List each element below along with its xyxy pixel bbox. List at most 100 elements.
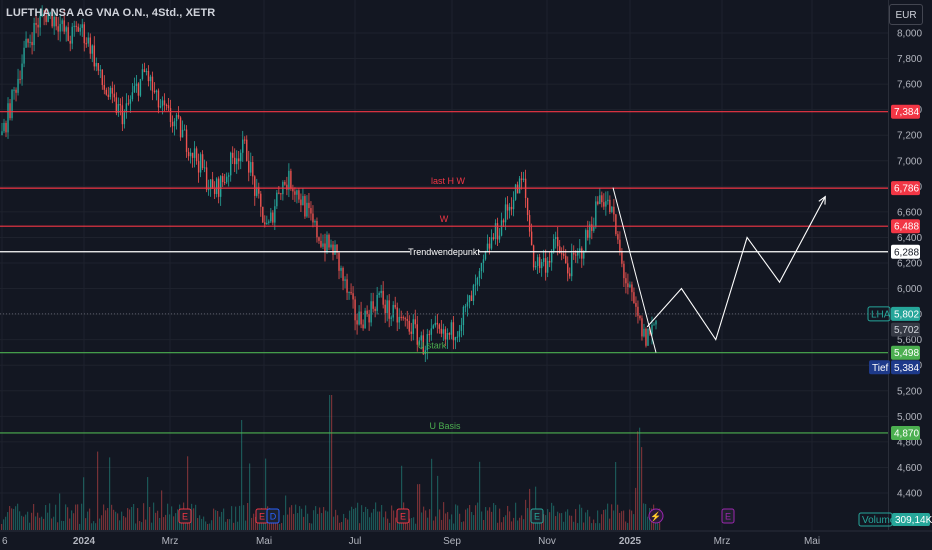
candle-body [554, 236, 557, 239]
candle-body [442, 329, 445, 334]
y-tick-label: 4,800 [897, 437, 922, 448]
candle-body [398, 316, 400, 323]
candle-body [653, 324, 655, 326]
volume-bar [521, 515, 523, 530]
volume-bar [355, 507, 357, 530]
candle-body [366, 310, 368, 314]
candle-body [213, 188, 216, 195]
volume-bar [83, 477, 85, 530]
low-tag-box [869, 360, 890, 375]
candle-body [392, 304, 394, 318]
candle-body [585, 230, 587, 253]
volume-bar [361, 505, 363, 530]
candle-body [470, 295, 473, 301]
volume-bar [273, 521, 275, 530]
candle-body [203, 167, 206, 169]
candle-body [536, 257, 539, 266]
event-marker-label: E [725, 512, 731, 522]
volume-bar [365, 506, 367, 530]
x-tick-label: 6 [2, 536, 8, 547]
candle-body [430, 328, 433, 335]
volume-bar [225, 521, 227, 530]
volume-bar [561, 513, 563, 530]
candle-body [163, 100, 166, 105]
currency-button[interactable]: EUR [889, 4, 923, 25]
candle-body [61, 20, 63, 24]
volume-bar [25, 514, 27, 530]
candle-body [286, 184, 288, 190]
candle-body [342, 267, 344, 281]
volume-bar [103, 504, 105, 530]
candle-body [234, 157, 236, 165]
volume-bar [23, 516, 25, 530]
candle-body [292, 188, 294, 192]
candle-body [37, 24, 39, 28]
candle-body [314, 221, 316, 223]
volume-bar [255, 516, 257, 530]
volume-bar [99, 518, 101, 530]
volume-bar [81, 503, 83, 530]
volume-bar [389, 522, 391, 530]
x-tick-label: Nov [538, 536, 556, 547]
volume-bar [289, 507, 291, 530]
candle-body [563, 253, 565, 256]
volume-bar [551, 502, 553, 530]
volume-bar [177, 509, 179, 530]
volume-bar [59, 493, 61, 530]
candle-body [187, 151, 190, 157]
candle-body [248, 160, 250, 173]
volume-bar [523, 519, 525, 530]
candle-body [171, 121, 174, 127]
candle-body [607, 199, 609, 202]
candle-body [593, 227, 595, 231]
level-price-tag: 6,288 [894, 247, 919, 258]
candle-body [432, 325, 435, 329]
volume-bar [371, 512, 373, 530]
volume-bar [437, 475, 439, 530]
candle-body [488, 243, 491, 249]
y-tick-label: 6,200 [897, 259, 922, 270]
candle-body [27, 38, 29, 43]
x-axis: 6 2024 Mrz Mai Jul Sep Nov 2025 Mrz Mai [0, 530, 932, 547]
volume-value-box [892, 513, 930, 526]
volume-bar [639, 427, 641, 530]
volume-bar [369, 517, 371, 530]
candle-body [601, 195, 603, 203]
volume-bar [101, 515, 103, 530]
candle-body [93, 45, 95, 67]
candle-body [597, 201, 599, 205]
volume-bar [39, 517, 41, 530]
volume-bar [487, 510, 489, 530]
candle-body [107, 94, 110, 97]
volume-bar [439, 509, 441, 530]
candle-body [103, 85, 106, 90]
candle-body [382, 290, 384, 305]
candle-body [472, 285, 475, 301]
candle-body [47, 14, 49, 22]
volume-bar [475, 505, 477, 530]
price-tags: 7,384 6,786 6,488 6,288 5,498 4,870 LHA 5,802 5,… [867, 104, 920, 440]
candle-body [376, 294, 378, 311]
candle-body [133, 86, 136, 93]
level-price-tag: 7,384 [894, 107, 919, 118]
volume-bar [535, 486, 537, 530]
candle-body [348, 291, 350, 293]
volume-bar [385, 511, 387, 530]
volume-bar [325, 510, 327, 530]
candle-body [7, 103, 9, 133]
candle-body [573, 253, 575, 255]
volume-bar [55, 504, 57, 530]
candle-body [77, 26, 79, 32]
volume-bar [435, 516, 437, 530]
candle-body [123, 112, 126, 125]
candle-body [362, 324, 364, 329]
candle-body [131, 92, 134, 100]
volume-bar [391, 505, 393, 530]
volume-bar [343, 513, 345, 530]
candle-body [137, 83, 140, 96]
volume-bar [441, 519, 443, 530]
candle-body [649, 328, 651, 335]
last-price-tag: 5,802 [894, 309, 919, 320]
